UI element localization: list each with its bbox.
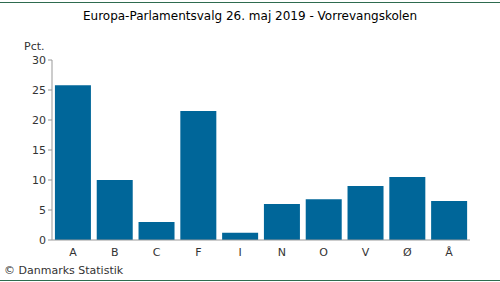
svg-text:0: 0 <box>39 234 46 247</box>
svg-text:B: B <box>111 246 119 259</box>
svg-text:V: V <box>362 246 370 259</box>
svg-text:15: 15 <box>32 144 46 157</box>
svg-text:F: F <box>195 246 201 259</box>
svg-text:N: N <box>278 246 286 259</box>
svg-text:Å: Å <box>445 246 453 259</box>
svg-text:10: 10 <box>32 174 46 187</box>
svg-text:30: 30 <box>32 54 46 67</box>
html-text:© Danmarks Statistik: © Danmarks Statistik <box>4 264 124 277</box>
svg-text:O: O <box>319 246 328 259</box>
svg-text:Ø: Ø <box>403 246 412 259</box>
svg-text:I: I <box>238 246 241 259</box>
svg-text:5: 5 <box>39 204 46 217</box>
svg-text:A: A <box>69 246 77 259</box>
html-text:Europa-Parlamentsvalg 26. maj: Europa-Parlamentsvalg 26. maj 2019 - Vor… <box>82 9 418 23</box>
svg-text:C: C <box>153 246 161 259</box>
html-text:Pct.: Pct. <box>24 40 45 53</box>
svg-text:20: 20 <box>32 114 46 127</box>
svg-text:25: 25 <box>32 84 46 97</box>
